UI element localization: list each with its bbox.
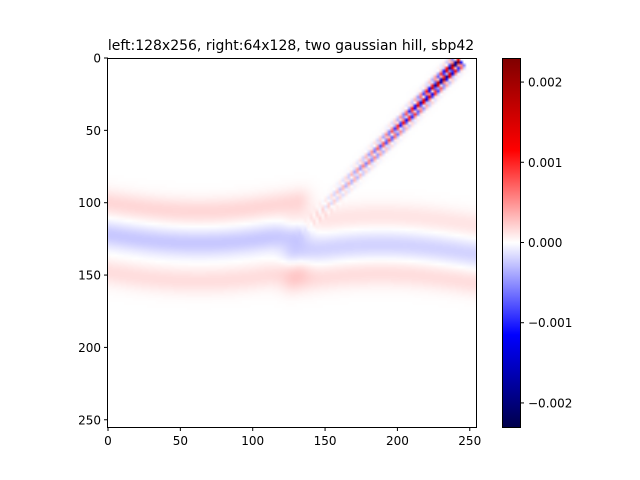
heatmap-area (108, 58, 477, 427)
x-tick-label: 250 (458, 434, 481, 448)
colorbar-tick-label: 0.000 (528, 236, 562, 250)
x-tick-label: 150 (314, 434, 337, 448)
y-tick-label: 50 (86, 124, 101, 138)
y-tick-label: 100 (78, 196, 101, 210)
colorbar-tick-label: 0.002 (528, 76, 562, 90)
y-tick-label: 150 (78, 269, 101, 283)
plot-frame (107, 58, 477, 428)
x-tick-label: 200 (386, 434, 409, 448)
heatmap-canvas-holder (108, 58, 477, 427)
colorbar: −0.002 −0.001 0.000 0.001 0.002 (502, 58, 572, 428)
y-tick-label: 0 (93, 52, 101, 66)
colorbar-tick-label: −0.001 (528, 316, 572, 330)
y-axis: 0 50 100 150 200 250 (78, 52, 108, 427)
colorbar-tick-label: 0.001 (528, 156, 562, 170)
chart-title: left:128x256, right:64x128, two gaussian… (108, 38, 474, 54)
colorbar-ticks: −0.002 −0.001 0.000 0.001 0.002 (520, 76, 572, 410)
y-tick-label: 200 (78, 341, 101, 355)
x-tick-label: 50 (173, 434, 188, 448)
x-tick-label: 100 (241, 434, 264, 448)
colorbar-gradient (502, 58, 520, 427)
heatmap-canvas (108, 58, 477, 427)
x-tick-label: 0 (104, 434, 112, 448)
y-tick-label: 250 (78, 413, 101, 427)
x-axis: 0 50 100 150 200 250 (104, 427, 481, 448)
colorbar-tick-label: −0.002 (528, 396, 572, 410)
